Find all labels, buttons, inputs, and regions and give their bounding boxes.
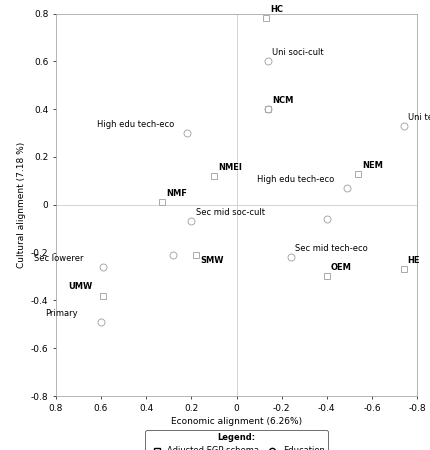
X-axis label: Economic alignment (6.26%): Economic alignment (6.26%) [171, 417, 302, 426]
Text: NMF: NMF [166, 189, 187, 198]
Text: NCM: NCM [272, 96, 294, 105]
Text: UMW: UMW [69, 283, 93, 292]
Text: HC: HC [270, 5, 283, 14]
Text: HE: HE [408, 256, 420, 265]
Text: NEM: NEM [362, 161, 384, 170]
Text: Sec mid tech-eco: Sec mid tech-eco [295, 244, 368, 253]
Text: Primary: Primary [46, 309, 78, 318]
Legend: Adjusted EGP schema, Education: Adjusted EGP schema, Education [145, 430, 328, 450]
Y-axis label: Cultural alignment (7.18 %): Cultural alignment (7.18 %) [18, 142, 27, 268]
Text: Uni soci-cult: Uni soci-cult [272, 48, 324, 57]
Text: OEM: OEM [331, 263, 352, 272]
Text: High edu tech-eco: High edu tech-eco [97, 120, 174, 129]
Text: Uni tech-eco: Uni tech-eco [408, 112, 430, 122]
Text: Sec mid soc-cult: Sec mid soc-cult [196, 208, 264, 217]
Text: Sec lowerer: Sec lowerer [34, 254, 83, 263]
Text: NMEI: NMEI [218, 163, 242, 172]
Text: High edu tech-eco: High edu tech-eco [257, 175, 334, 184]
Text: SMW: SMW [200, 256, 224, 265]
